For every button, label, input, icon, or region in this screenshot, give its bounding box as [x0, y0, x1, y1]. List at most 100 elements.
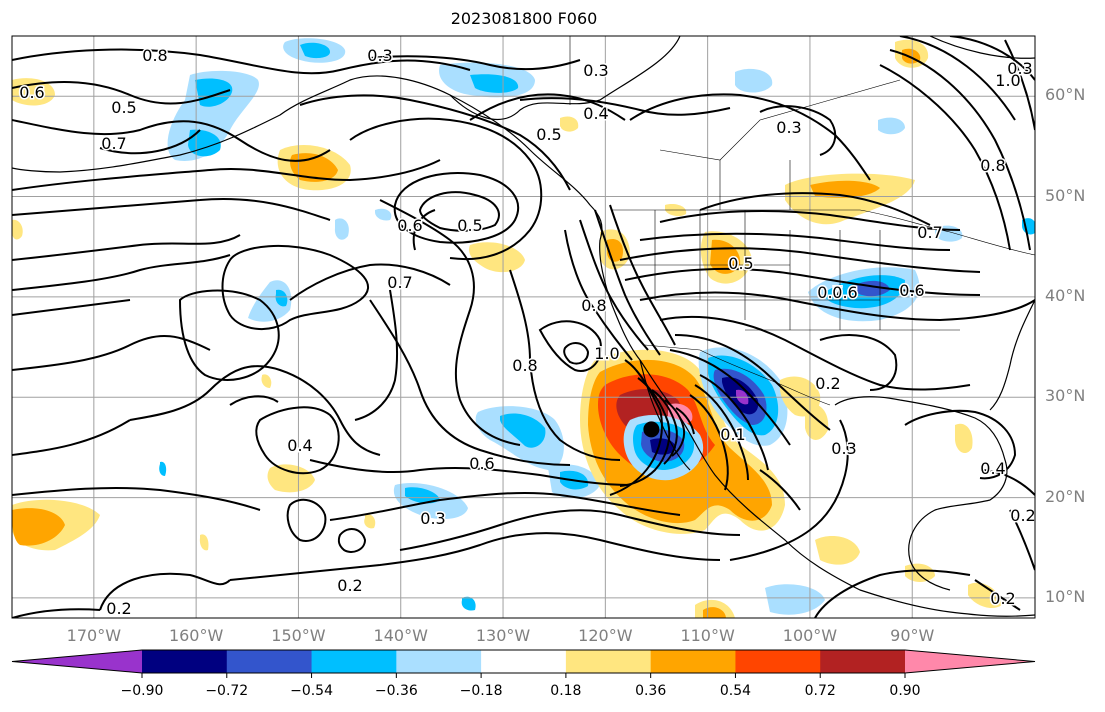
contour-label: 0.4: [980, 459, 1005, 478]
colorbar-extend-low: [12, 650, 142, 673]
contour-line: [889, 49, 1031, 251]
contour-label: 0.8: [980, 156, 1005, 175]
contour-line: [12, 234, 241, 261]
contour-line: [651, 389, 678, 465]
contour-label: 0.2: [337, 576, 362, 595]
lon-tick-label: 150°W: [271, 626, 326, 645]
contour-line: [469, 93, 626, 121]
shade-blob: [968, 582, 1002, 609]
contour-label: 0.3: [583, 61, 608, 80]
contour-line: [814, 569, 971, 618]
contour-line: [1004, 39, 1035, 131]
contour-line: [979, 469, 1035, 496]
contour-line: [974, 579, 1021, 611]
contour-line: [624, 267, 981, 296]
contour-line: [659, 315, 971, 391]
shade-blob: [334, 218, 349, 240]
contour-line: [819, 334, 898, 391]
colorbar-segment: [142, 650, 228, 673]
colorbar-extend-high: [905, 650, 1035, 673]
shade-blob: [261, 374, 272, 388]
contour-line: [369, 55, 581, 71]
colorbar-segment: [650, 650, 736, 673]
colorbar-segment: [735, 650, 821, 673]
lat-tick-label: 10°N: [1045, 586, 1086, 606]
colorbar-tick-label: 0.18: [550, 683, 582, 699]
colorbar-tick-label: −0.90: [120, 683, 164, 699]
contour-line: [309, 459, 631, 486]
contour-label: 0.3: [420, 509, 445, 528]
shade-blob: [815, 536, 860, 565]
contour-line: [674, 334, 831, 431]
lon-tick-label: 110°W: [680, 626, 735, 645]
colorbar: [11, 649, 1036, 678]
contour-line: [675, 407, 695, 435]
coastline-us-west: [599, 239, 1035, 617]
colorbar-segment: [820, 650, 906, 673]
contour-label: 0.3: [776, 118, 801, 137]
colorbar-tick-label: −0.36: [374, 683, 418, 699]
shade-blob: [461, 596, 476, 611]
contour-line: [659, 209, 961, 231]
contour-label: 0.8: [581, 296, 606, 315]
contour-line: [178, 289, 280, 381]
colorbar-tick-label: 0.36: [635, 683, 667, 699]
contour-label: 0.4: [583, 104, 608, 123]
contour-label: 0.7: [817, 283, 842, 302]
colorbar-tick-label: −0.72: [205, 683, 249, 699]
shade-blob: [199, 534, 209, 551]
contour-label: 0.5: [111, 98, 136, 117]
coastline-hudson: [929, 36, 1035, 59]
colorbar-tick-label: −0.18: [459, 683, 503, 699]
contour-line: [12, 419, 131, 456]
colorbar-tick-label: 0.72: [804, 683, 836, 699]
contour-line: [221, 245, 370, 331]
contour-line: [379, 199, 521, 446]
contour-line: [229, 532, 721, 581]
coastline-north-america-west: [12, 36, 681, 173]
contour-label: 0.2: [990, 589, 1015, 608]
contour-label: 0.7: [101, 134, 126, 153]
lat-tick-label: 50°N: [1045, 185, 1086, 205]
contour-label: 0.5: [728, 254, 753, 273]
lon-tick-label: 140°W: [373, 626, 428, 645]
contour-line: [609, 204, 676, 346]
contour-line: [639, 232, 951, 251]
contour-line: [12, 254, 231, 291]
contour-label: 0.5: [457, 216, 482, 235]
colorbar-segment: [565, 650, 652, 673]
lon-tick-label: 120°W: [578, 626, 633, 645]
contour-labels: 0.8 0.30.60.50.70.30.40.30.50.50.60.70.50…: [18, 45, 1035, 619]
contour-line: [759, 105, 837, 156]
contour-label: 0.2: [815, 374, 840, 393]
border-us-canada: [612, 209, 1035, 256]
contour-line: [879, 64, 1011, 251]
contour-line: [255, 406, 340, 475]
shade-blob: [12, 219, 23, 240]
border-us-mexico: [644, 344, 831, 406]
contour-label: 0.6: [469, 454, 494, 473]
contour-line: [904, 409, 1017, 480]
contour-label: 0.7: [387, 273, 412, 292]
contour-line: [12, 159, 441, 191]
contour-label: 0.6: [832, 283, 857, 302]
contour-line: [99, 129, 201, 155]
contour-line: [699, 374, 769, 471]
colorbar-tick-label: 0.90: [889, 683, 921, 699]
shade-blob: [878, 117, 905, 135]
shade-blob: [735, 68, 773, 93]
contour-line: [629, 93, 871, 181]
contour-label: 0.5: [536, 125, 561, 144]
contour-line: [699, 192, 931, 226]
contour-label: 0.6: [397, 216, 422, 235]
contour-label: 0.7: [917, 223, 942, 242]
contour-lines: [12, 36, 1035, 618]
coastline-gulf: [834, 396, 1008, 591]
lat-tick-label: 30°N: [1045, 386, 1086, 406]
contour-line: [538, 320, 602, 372]
shade-blob: [300, 42, 330, 59]
contour-line: [12, 299, 131, 316]
colorbar-tick-label: 0.54: [719, 683, 752, 699]
contour-label: 0.1: [720, 425, 745, 444]
